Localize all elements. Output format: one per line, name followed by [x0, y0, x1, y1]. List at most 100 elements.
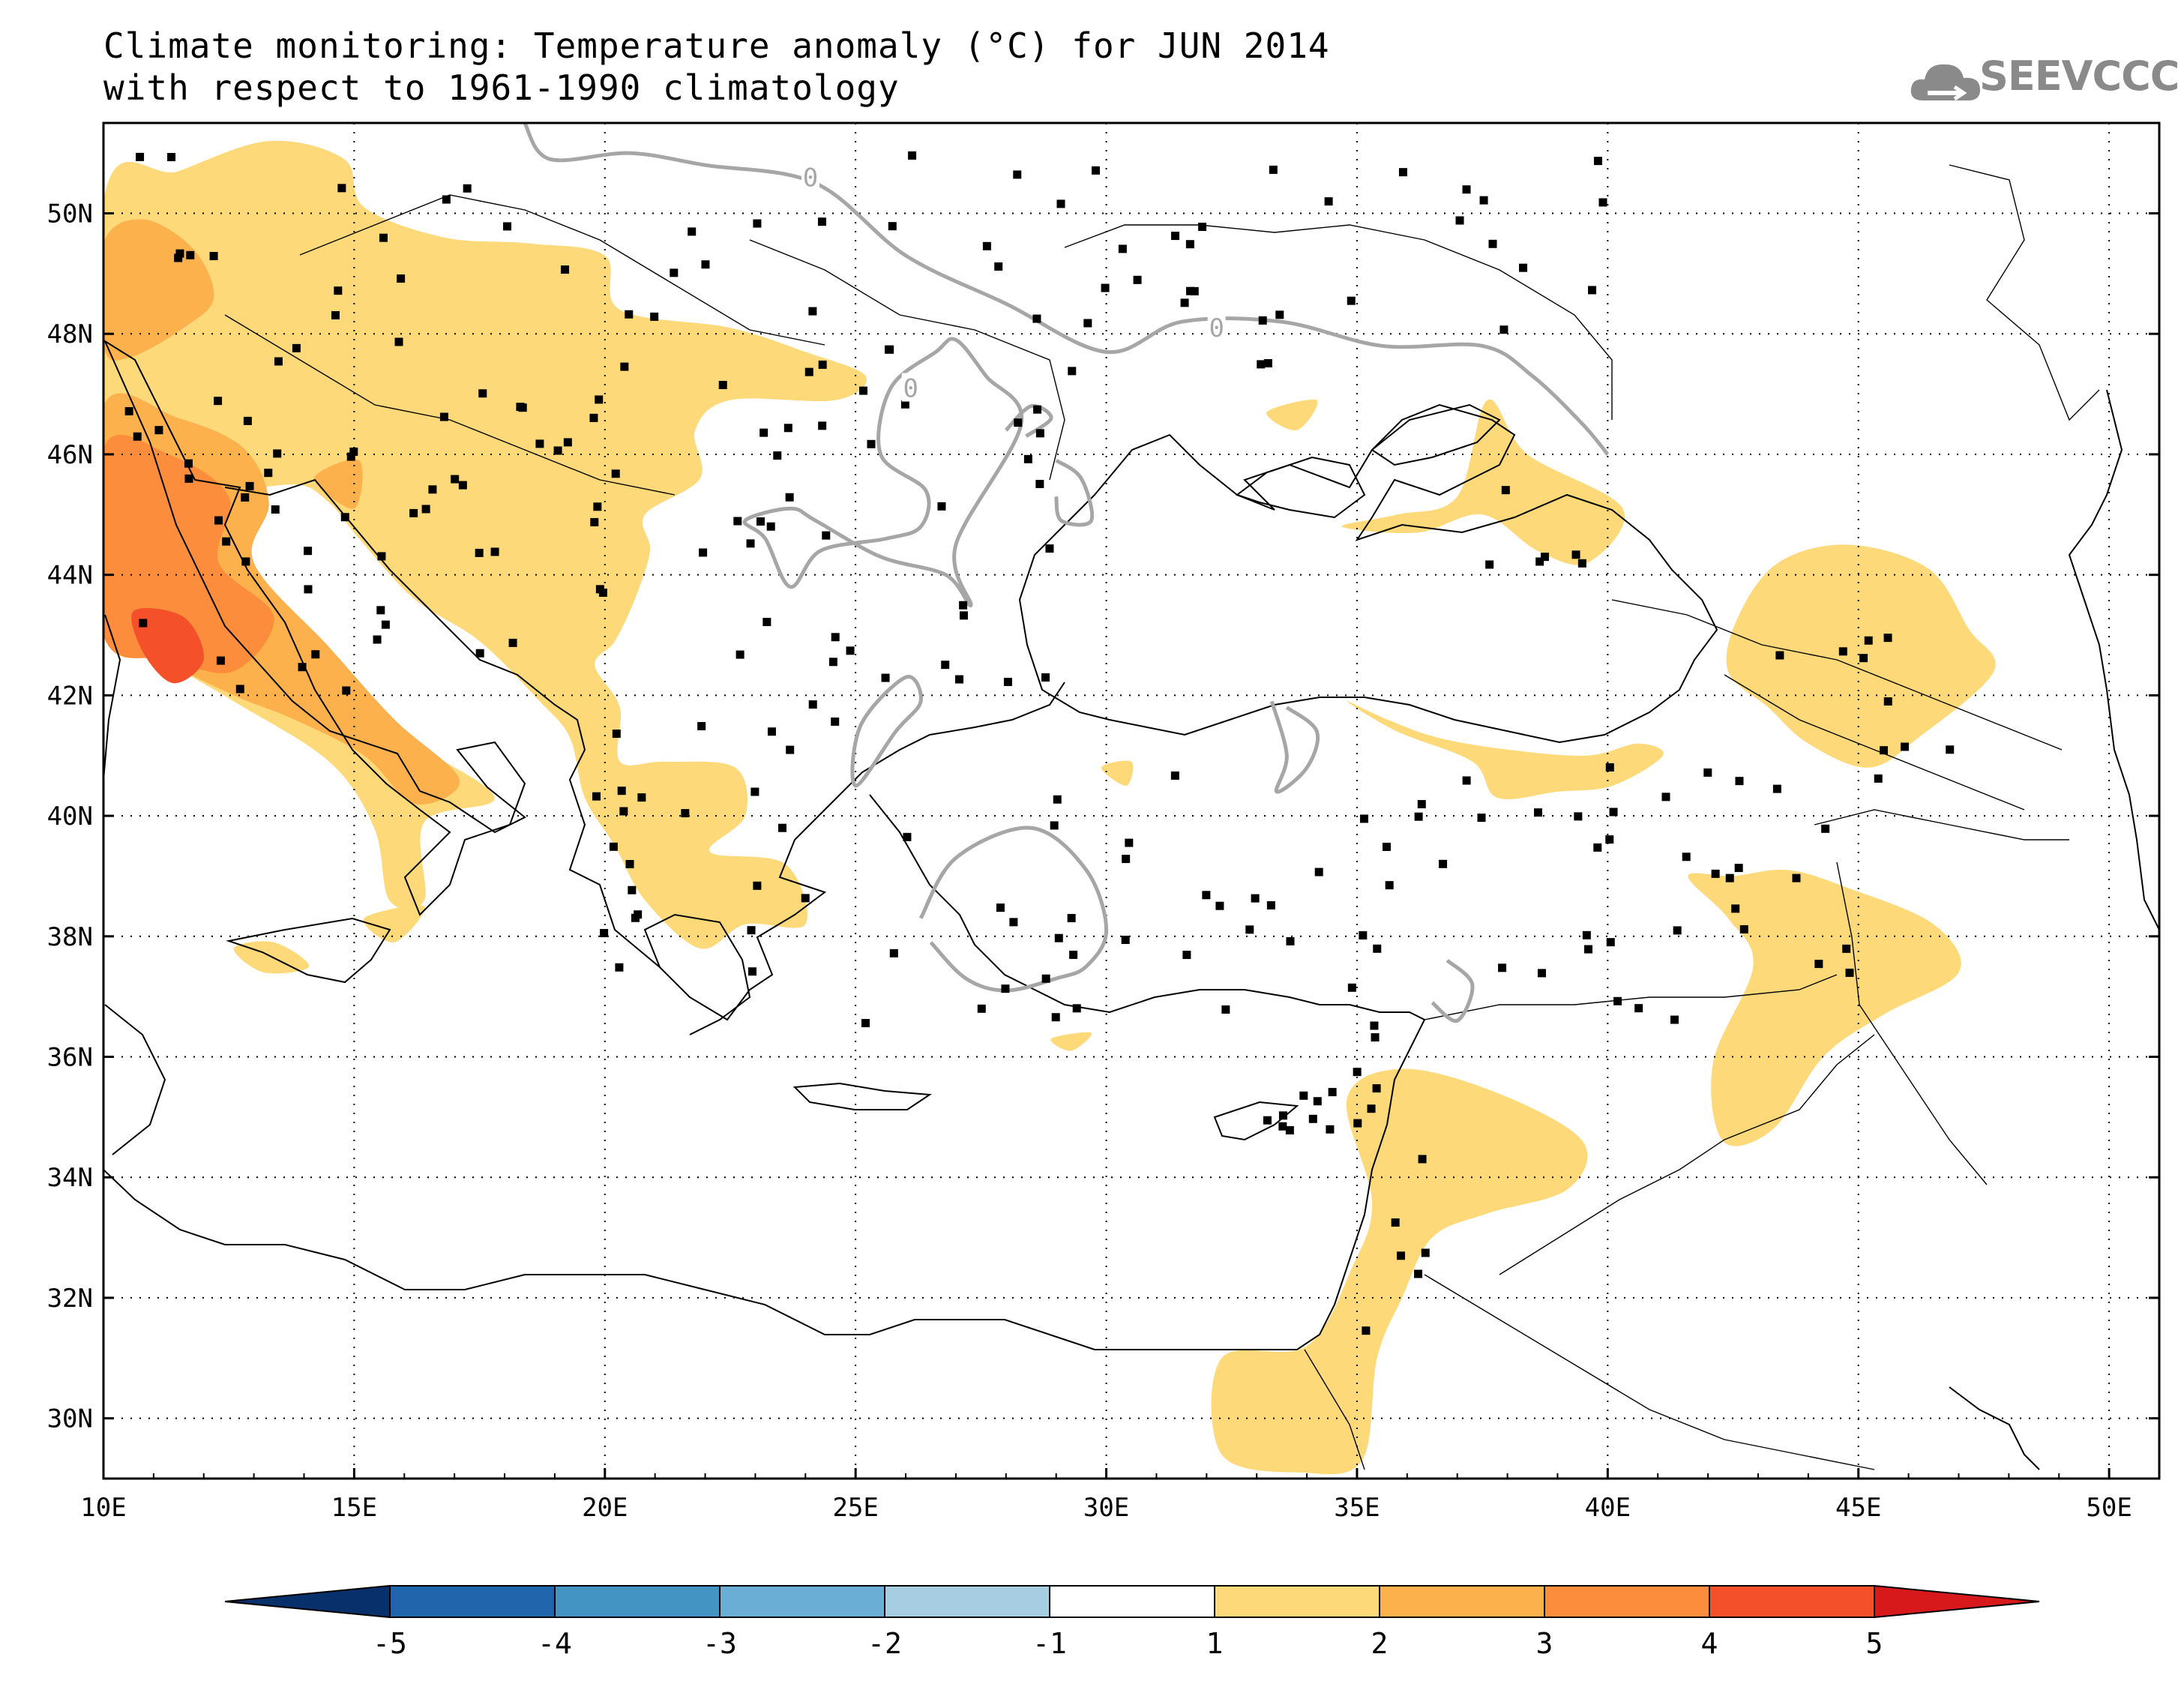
anomaly-region-level-1: [1211, 1068, 1588, 1475]
station-marker: [1263, 1116, 1272, 1125]
station-marker: [650, 312, 659, 321]
station-marker: [753, 881, 762, 890]
station-marker: [804, 367, 813, 376]
station-marker: [1821, 824, 1830, 833]
station-marker: [747, 926, 756, 935]
lon-tick-label: 35E: [1334, 1493, 1380, 1523]
station-marker: [216, 656, 225, 665]
station-marker: [1670, 1015, 1679, 1024]
station-marker: [1362, 1326, 1371, 1335]
anomaly-region-level-2: [313, 459, 363, 509]
station-marker: [1501, 486, 1510, 495]
station-marker: [817, 217, 826, 226]
station-marker: [941, 661, 950, 670]
colorbar-tick-label: -2: [867, 1627, 902, 1660]
anomaly-region-level-1: [1101, 760, 1134, 786]
station-marker: [699, 548, 708, 557]
station-marker: [786, 745, 795, 754]
station-marker: [1499, 325, 1508, 334]
station-marker: [342, 686, 351, 695]
station-marker: [1324, 197, 1333, 206]
station-marker: [822, 531, 831, 540]
colorbar-tick-label: -1: [1032, 1627, 1067, 1660]
station-marker: [1258, 316, 1267, 325]
station-marker: [1009, 918, 1018, 927]
station-marker: [977, 1004, 986, 1013]
station-marker: [337, 184, 346, 193]
station-marker: [766, 522, 775, 531]
station-marker: [1634, 1004, 1643, 1013]
station-marker: [377, 552, 386, 561]
station-marker: [409, 508, 418, 517]
station-marker: [885, 345, 894, 354]
station-marker: [718, 380, 727, 389]
station-marker: [1032, 314, 1041, 323]
station-marker: [463, 184, 472, 193]
colorbar-box: [389, 1585, 556, 1618]
station-marker: [808, 700, 817, 709]
lat-tick-label: 50N: [47, 199, 93, 229]
station-marker: [818, 360, 827, 369]
station-marker: [1609, 808, 1618, 817]
station-marker: [311, 650, 320, 659]
station-marker: [271, 505, 280, 514]
station-marker: [783, 424, 792, 433]
station-marker: [1582, 930, 1591, 939]
station-marker: [1725, 873, 1734, 882]
station-marker: [625, 310, 634, 319]
contour-label: 0: [803, 163, 818, 193]
station-marker: [1251, 894, 1260, 903]
lat-tick-label: 36N: [47, 1043, 93, 1073]
colorbar-box: [1379, 1585, 1545, 1618]
zero-contours: [523, 123, 1610, 1023]
anomaly-fill-layer: [103, 140, 1996, 1475]
station-marker: [1278, 1122, 1287, 1131]
colorbar-box: [884, 1585, 1050, 1618]
station-marker: [167, 153, 176, 162]
station-marker: [1170, 771, 1179, 780]
logo-text: SEEVCCC: [1979, 52, 2180, 100]
station-marker: [846, 646, 855, 655]
station-marker: [1359, 931, 1368, 940]
station-marker: [1661, 793, 1670, 802]
station-marker: [1605, 763, 1614, 772]
station-marker: [628, 885, 637, 894]
station-marker: [1041, 974, 1050, 983]
station-marker: [1068, 367, 1077, 376]
station-marker: [1385, 881, 1394, 890]
station-marker: [888, 222, 897, 231]
station-marker: [304, 547, 313, 556]
station-marker: [1185, 240, 1194, 249]
station-marker: [298, 663, 307, 672]
station-marker: [620, 362, 629, 371]
station-marker: [175, 249, 184, 258]
station-marker: [1182, 951, 1191, 960]
station-marker: [1347, 296, 1356, 305]
station-marker: [1083, 319, 1092, 328]
station-marker: [631, 913, 640, 922]
station-marker: [273, 449, 282, 458]
station-marker: [214, 516, 223, 525]
station-marker: [785, 493, 794, 502]
colorbar-box: [1049, 1585, 1215, 1618]
station-marker: [1479, 196, 1488, 205]
station-marker: [959, 601, 968, 610]
anomaly-region-level-1: [1341, 399, 1625, 565]
colorbar-tick-label: -3: [703, 1627, 737, 1660]
zero-contour-line: [1431, 958, 1475, 1023]
station-marker: [1308, 1114, 1317, 1123]
station-marker: [1842, 944, 1851, 953]
station-marker: [1414, 1269, 1423, 1278]
station-marker: [612, 730, 621, 739]
station-marker: [508, 638, 517, 647]
station-marker: [1584, 945, 1593, 954]
station-marker: [1711, 869, 1720, 878]
contour-labels: 0 0 0: [801, 162, 1226, 404]
lon-tick-label: 40E: [1585, 1493, 1631, 1523]
station-marker: [1421, 1248, 1430, 1257]
station-marker: [475, 649, 484, 658]
station-marker: [428, 485, 437, 494]
station-marker: [1735, 777, 1744, 786]
lat-tick-label: 46N: [47, 440, 93, 470]
